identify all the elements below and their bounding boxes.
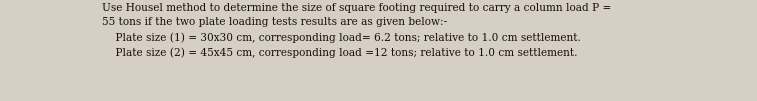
Text: Use Housel method to determine the size of square footing required to carry a co: Use Housel method to determine the size …	[102, 3, 612, 58]
